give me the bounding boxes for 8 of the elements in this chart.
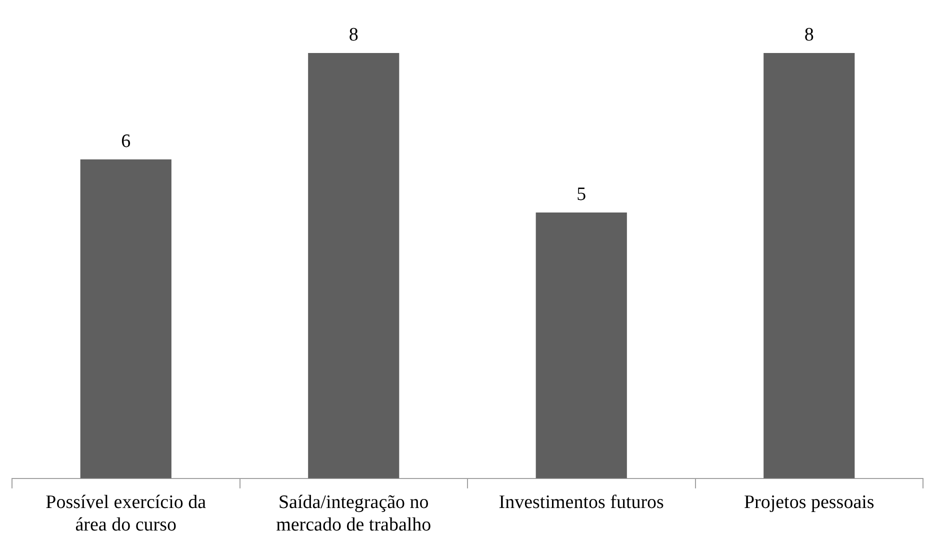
data-label: 6: [121, 130, 131, 152]
x-tick-label: Investimentos futuros: [498, 492, 664, 513]
data-label: 8: [348, 24, 358, 46]
x-tick-label: Projetos pessoais: [744, 492, 874, 513]
data-label: 8: [804, 24, 814, 46]
data-label: 5: [576, 184, 586, 206]
x-tick-label: Possível exercício da área do curso: [46, 492, 207, 536]
x-tick-label: Saída/integração no mercado de trabalho: [276, 492, 432, 536]
